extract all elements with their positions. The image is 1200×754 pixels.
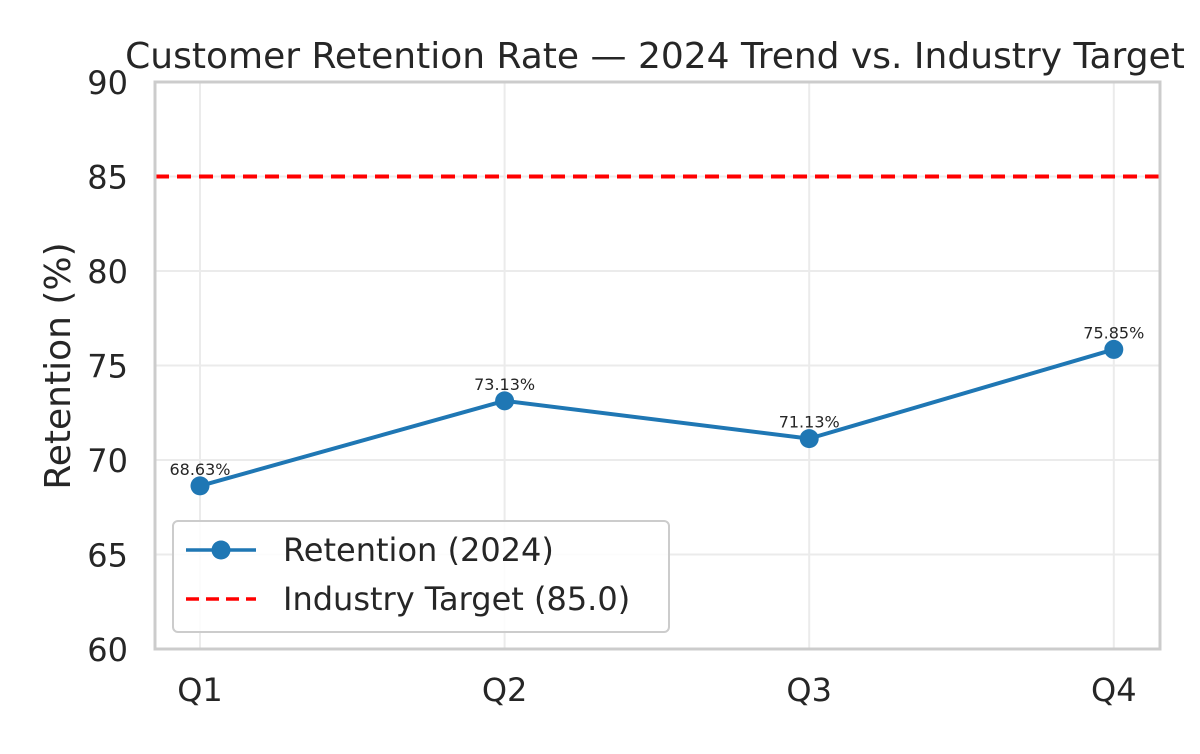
x-tick-label: Q1 [177, 671, 223, 709]
x-tick-label: Q4 [1091, 671, 1137, 709]
legend-box [172, 520, 670, 633]
y-tick-label: 65 [87, 537, 128, 575]
x-tick-label: Q3 [786, 671, 832, 709]
retention-point [190, 476, 210, 496]
retention-point [1104, 339, 1124, 359]
legend-target-label: Industry Target (85.0) [283, 580, 630, 618]
legend: Retention (2024) Industry Target (85.0) [172, 520, 670, 633]
tick-labels: 60 65 70 75 80 85 90 Q1 Q2 Q3 Q4 [87, 64, 1136, 709]
plot-frame [153, 80, 1162, 651]
y-tick-label: 60 [87, 631, 128, 669]
data-label: 75.85% [1083, 323, 1144, 342]
data-label: 68.63% [169, 460, 230, 479]
y-tick-label: 80 [87, 253, 128, 291]
x-tick-label: Q2 [482, 671, 528, 709]
series-group: 68.63% 73.13% 71.13% 75.85% [169, 323, 1144, 496]
chart-title: Customer Retention Rate — 2024 Trend vs.… [125, 36, 1185, 77]
y-tick-label: 75 [87, 348, 128, 386]
retention-point [495, 391, 515, 411]
legend-retention-label: Retention (2024) [283, 531, 554, 569]
y-tick-label: 90 [87, 64, 128, 102]
y-axis-label: Retention (%) [38, 242, 79, 489]
data-label: 71.13% [779, 413, 840, 432]
data-label: 73.13% [474, 375, 535, 394]
retention-point [799, 429, 819, 449]
retention-series-line [198, 347, 1116, 488]
legend-retention-marker [211, 540, 231, 560]
y-tick-label: 85 [87, 159, 128, 197]
y-tick-label: 70 [87, 442, 128, 480]
